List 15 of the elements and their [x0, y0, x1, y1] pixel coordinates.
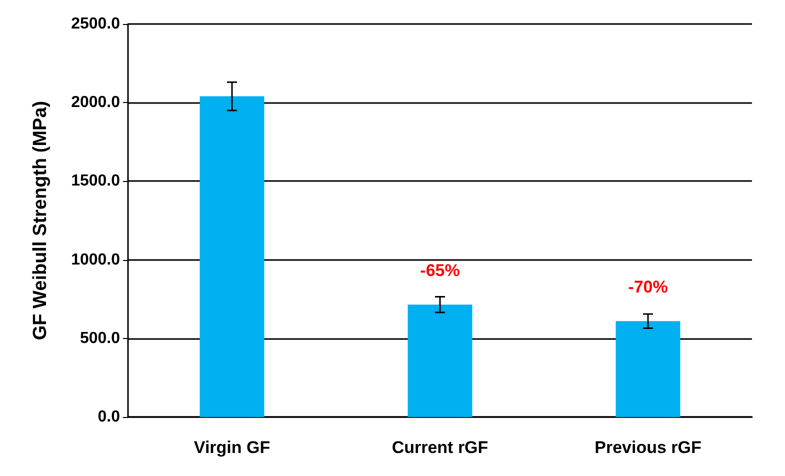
- y-tick-label: 2000.0: [71, 94, 120, 112]
- annotation: -70%: [628, 278, 668, 297]
- bar: [408, 304, 472, 417]
- y-tick-label: 0.0: [98, 408, 120, 426]
- y-tick-label: 1500.0: [71, 172, 120, 190]
- annotation: -65%: [420, 261, 460, 280]
- y-tick-label: 1000.0: [71, 251, 120, 268]
- y-axis-title: GF Weibull Strength (MPa): [30, 100, 51, 340]
- x-tick-label: Current rGF: [392, 438, 488, 457]
- y-tick-label: 500.0: [80, 330, 120, 347]
- x-tick-label: Virgin GF: [194, 438, 270, 457]
- x-tick-label: Previous rGF: [594, 438, 702, 457]
- bar: [616, 321, 680, 417]
- bar: [200, 96, 264, 417]
- y-tick-label: 2500.0: [71, 16, 120, 32]
